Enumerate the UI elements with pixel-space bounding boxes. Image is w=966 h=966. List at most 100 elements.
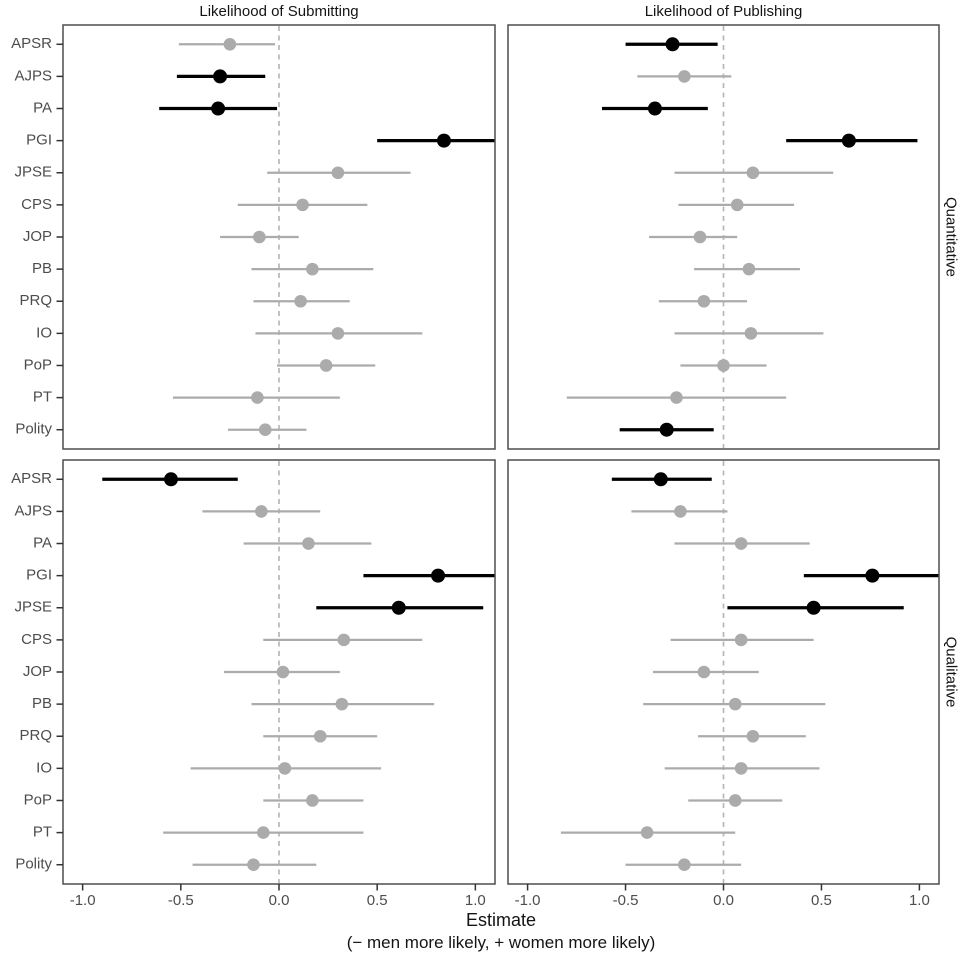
- x-tick-label: 1.0: [465, 892, 486, 909]
- y-tick-label-jop: JOP: [23, 663, 52, 680]
- point-pb: [306, 262, 319, 276]
- y-tick-label-pb: PB: [32, 695, 52, 712]
- point-polity: [247, 858, 260, 872]
- y-axis-quantitative: APSR AJPS PA PGI JPSE CPS JOP PB PRQ IO PoP PT Polit…: [11, 35, 63, 438]
- point-cps: [296, 198, 309, 212]
- point-pgi: [865, 568, 880, 583]
- point-pop: [717, 359, 730, 372]
- y-tick-label-pop: PoP: [24, 791, 52, 808]
- y-tick-label-prq: PRQ: [19, 727, 52, 744]
- x-tick-label: 0.0: [713, 892, 734, 909]
- y-tick-label-ajps: AJPS: [14, 502, 52, 519]
- point-cps: [734, 633, 748, 647]
- point-pt: [670, 391, 683, 404]
- point-polity: [258, 423, 272, 437]
- point-pop: [728, 794, 742, 807]
- panel-qualitative-submitting: [62, 459, 496, 885]
- point-prq: [697, 294, 711, 308]
- y-tick-label-apsr: APSR: [11, 35, 52, 52]
- point-cps: [337, 633, 351, 647]
- x-tick-label: 0.5: [367, 892, 388, 909]
- point-prq: [294, 294, 307, 308]
- point-pgi: [841, 133, 856, 148]
- point-io: [278, 762, 292, 775]
- y-tick-label-pgi: PGI: [26, 132, 52, 149]
- point-pgi: [436, 133, 451, 148]
- point-pop: [319, 359, 333, 372]
- y-tick-label-cps: CPS: [21, 631, 52, 648]
- x-tick-label: 0.5: [811, 892, 832, 909]
- panel-quantitative-publishing: [507, 24, 940, 450]
- point-jpse: [746, 166, 760, 180]
- panel-border: [507, 24, 940, 450]
- point-ajps: [678, 70, 691, 83]
- point-jop: [253, 230, 266, 244]
- point-pa: [302, 537, 315, 550]
- y-tick-label-ajps: AJPS: [14, 67, 52, 84]
- point-pt: [251, 391, 264, 404]
- y-tick-label-pt: PT: [33, 824, 52, 841]
- point-prq: [313, 729, 327, 743]
- y-tick-label-jop: JOP: [23, 228, 52, 245]
- point-apsr: [223, 37, 237, 51]
- point-io: [744, 327, 758, 340]
- x-axis-publishing: -1.0 -0.5 0.0 0.5 1.0: [515, 884, 930, 909]
- point-pa: [211, 101, 226, 116]
- point-pa: [734, 537, 748, 550]
- y-tick-label-io: IO: [36, 324, 52, 341]
- panel-qualitative-publishing: [507, 459, 940, 885]
- y-tick-label-pgi: PGI: [26, 567, 52, 584]
- x-axis-title: Estimate: [465, 910, 537, 930]
- x-axis-subtitle: (− men more likely, + women more likely): [346, 933, 656, 952]
- point-pt: [256, 826, 270, 839]
- point-jpse: [331, 166, 345, 180]
- x-tick-label: -1.0: [70, 892, 96, 909]
- point-apsr: [665, 37, 680, 52]
- point-jop: [693, 230, 707, 244]
- point-io: [734, 762, 748, 775]
- point-apsr: [653, 472, 668, 487]
- y-tick-label-pop: PoP: [24, 356, 52, 373]
- y-tick-label-cps: CPS: [21, 196, 52, 213]
- y-tick-label-jpse: JPSE: [14, 599, 52, 616]
- x-tick-label: -0.5: [613, 892, 639, 909]
- y-tick-label-pt: PT: [33, 389, 52, 406]
- x-axis-submitting: -1.0 -0.5 0.0 0.5 1.0: [70, 884, 486, 909]
- point-pgi: [431, 568, 446, 583]
- facet-col-title-publishing: Likelihood of Publishing: [644, 3, 803, 20]
- point-jop: [276, 665, 290, 679]
- y-tick-label-pa: PA: [33, 99, 52, 116]
- facet-col-title-submitting: Likelihood of Submitting: [199, 3, 359, 20]
- point-ajps: [674, 505, 687, 518]
- panel-quantitative-submitting: [62, 24, 496, 450]
- y-tick-label-pb: PB: [32, 260, 52, 277]
- point-apsr: [164, 472, 178, 487]
- x-tick-label: -0.5: [168, 892, 194, 909]
- point-ajps: [255, 505, 268, 518]
- point-pb: [742, 262, 756, 276]
- point-pb: [335, 697, 349, 711]
- point-prq: [746, 729, 760, 743]
- point-pt: [640, 826, 654, 839]
- point-ajps: [213, 69, 228, 84]
- x-tick-label: -1.0: [515, 892, 541, 909]
- point-io: [331, 327, 345, 340]
- point-polity: [678, 858, 691, 872]
- y-tick-label-polity: Polity: [15, 421, 52, 438]
- y-axis-qualitative: APSR AJPS PA PGI JPSE CPS JOP PB PRQ IO PoP PT Polit…: [11, 470, 63, 873]
- y-tick-label-jpse: JPSE: [14, 164, 52, 181]
- point-jpse: [391, 600, 406, 615]
- y-tick-label-apsr: APSR: [11, 470, 52, 487]
- y-tick-label-polity: Polity: [15, 856, 52, 873]
- y-tick-label-io: IO: [36, 759, 52, 776]
- x-tick-label: 1.0: [909, 892, 930, 909]
- point-cps: [730, 198, 744, 212]
- y-tick-label-pa: PA: [33, 534, 52, 551]
- x-tick-label: 0.0: [269, 892, 290, 909]
- point-pb: [728, 697, 742, 711]
- point-pop: [306, 794, 319, 807]
- point-polity: [659, 422, 674, 437]
- point-jpse: [806, 600, 821, 615]
